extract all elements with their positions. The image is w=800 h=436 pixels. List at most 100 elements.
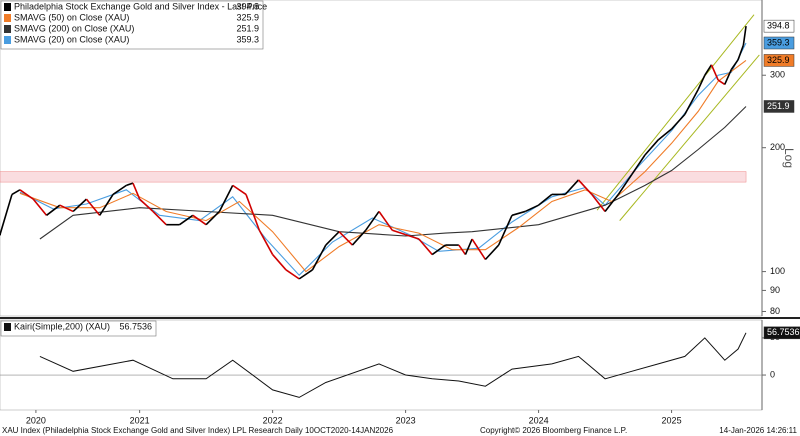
price-segment	[351, 229, 367, 246]
price-segment	[577, 179, 593, 195]
value-tag-label: 394.8	[767, 21, 790, 31]
resistance-band	[0, 171, 747, 183]
price-segment	[232, 184, 247, 196]
legend-label: Kairi(Simple,200) (XAU)	[14, 321, 110, 331]
price-segment	[245, 194, 261, 231]
price-segment	[112, 184, 127, 196]
series-line	[39, 106, 747, 240]
value-tag	[763, 54, 795, 67]
price-segment	[670, 113, 686, 130]
price-segment	[258, 229, 274, 255]
price-segment	[405, 233, 420, 240]
legend-swatch	[4, 3, 11, 11]
legend-swatch	[4, 25, 11, 33]
price-segment	[742, 26, 747, 46]
price-segment	[392, 229, 406, 236]
price-segment	[697, 74, 706, 90]
legend-label: SMAVG (200) on Close (XAU)	[14, 23, 134, 33]
series-line	[39, 332, 747, 398]
price-segment	[564, 179, 580, 195]
value-tag	[763, 36, 795, 50]
price-segment	[72, 198, 87, 213]
price-segment	[11, 189, 21, 196]
price-segment	[338, 231, 353, 246]
legend-label: Philadelphia Stock Exchange Gold and Sil…	[14, 1, 267, 11]
value-tag-label: 325.9	[767, 55, 790, 65]
legend-swatch	[4, 36, 11, 44]
value-tag	[763, 326, 800, 340]
value-tag-label: 251.9	[767, 101, 790, 111]
price-segment	[325, 231, 340, 246]
price-segment	[464, 238, 473, 255]
axis-label: Log	[782, 148, 796, 168]
price-segment	[46, 204, 61, 216]
price-segment	[591, 193, 606, 212]
price-segment	[285, 269, 300, 280]
price-panel	[0, 0, 763, 317]
price-segment	[631, 154, 646, 176]
price-segment	[644, 139, 659, 156]
channel-line	[596, 14, 755, 211]
y-tick-label: 300	[770, 70, 785, 80]
y-tick-label: 100	[770, 266, 785, 276]
legend-label: SMAVG (50) on Close (XAU)	[14, 12, 129, 22]
price-segment	[604, 193, 620, 212]
y-tick-label: 0	[770, 369, 775, 379]
price-segment	[704, 64, 713, 76]
price-segment	[218, 185, 234, 212]
price-segment	[730, 59, 739, 70]
footer-left: XAU Index (Philadelphia Stock Exchange G…	[2, 426, 394, 435]
legend-value: 394.8	[236, 1, 259, 11]
price-segment	[85, 198, 101, 216]
price-segment	[524, 204, 539, 213]
x-tick-label: 2022	[263, 415, 283, 425]
price-segment	[192, 214, 207, 226]
value-tag	[763, 100, 795, 113]
y-tick-label: 90	[770, 285, 780, 295]
legend-value: 251.9	[236, 23, 259, 33]
series-line	[19, 59, 747, 273]
price-segment	[152, 210, 167, 226]
price-segment	[511, 210, 526, 217]
value-tag-label: 359.3	[767, 37, 790, 47]
price-segment	[538, 193, 553, 206]
legend-box	[0, 0, 264, 50]
x-tick-label: 2025	[662, 415, 682, 425]
price-segment	[497, 214, 513, 246]
price-segment	[179, 214, 194, 226]
price-point	[0, 233, 1, 236]
footer-right: 14-Jan-2026 14:26:11	[719, 426, 797, 435]
price-segment	[684, 89, 699, 115]
price-segment	[737, 44, 745, 61]
price-segment	[724, 69, 733, 85]
price-segment	[0, 194, 13, 235]
legend-swatch	[4, 14, 11, 22]
legend-swatch	[4, 323, 11, 331]
channel-line	[619, 54, 760, 221]
x-tick-label: 2020	[26, 415, 46, 425]
price-segment	[710, 64, 719, 81]
price-segment	[19, 189, 34, 200]
value-tag-label: 56.7536	[767, 327, 800, 337]
price-segment	[126, 182, 134, 187]
price-segment	[32, 198, 48, 216]
y-tick-label: 200	[770, 142, 785, 152]
legend-value: 359.3	[236, 34, 259, 44]
value-tag	[763, 19, 795, 33]
price-segment	[471, 238, 487, 260]
price-segment	[418, 238, 433, 256]
price-segment	[272, 254, 287, 271]
price-segment	[139, 198, 154, 213]
legend-value: 325.9	[236, 12, 259, 22]
x-tick-label: 2021	[130, 415, 150, 425]
price-segment	[458, 244, 467, 256]
legend-box	[0, 320, 157, 337]
price-segment	[59, 204, 74, 213]
price-segment	[311, 244, 327, 271]
price-segment	[99, 193, 114, 216]
x-tick-label: 2024	[529, 415, 549, 425]
price-segment	[431, 244, 446, 256]
price-segment	[205, 210, 220, 226]
price-segment	[617, 174, 633, 195]
